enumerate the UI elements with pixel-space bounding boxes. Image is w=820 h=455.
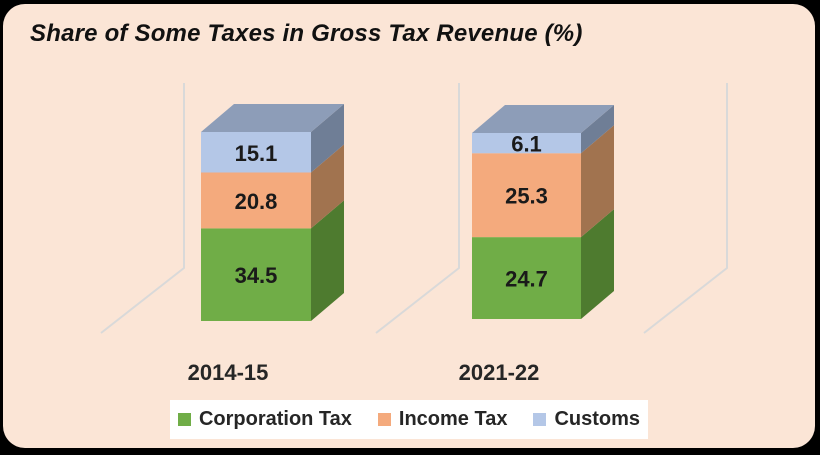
legend-label-income-tax: Income Tax [398, 408, 508, 430]
legend-item-customs: Customs [533, 408, 640, 431]
legend-swatch-income-tax [377, 413, 391, 426]
category-label-2021-22: 2021-22 [458, 360, 540, 385]
legend-label-corporation-tax: Corporation Tax [198, 408, 352, 430]
legend-label-customs: Customs [554, 408, 641, 430]
legend-item-corporation-tax: Corporation Tax [177, 408, 352, 431]
legend-swatch-corporation-tax [177, 413, 191, 426]
legend: Corporation Tax Income Tax Customs [170, 400, 648, 439]
chart-panel [3, 4, 815, 448]
legend-swatch-customs [533, 413, 547, 426]
category-label-2014-15: 2014-15 [187, 360, 269, 385]
legend-item-income-tax: Income Tax [377, 408, 508, 431]
chart-title: Share of Some Taxes in Gross Tax Revenue… [30, 20, 583, 47]
